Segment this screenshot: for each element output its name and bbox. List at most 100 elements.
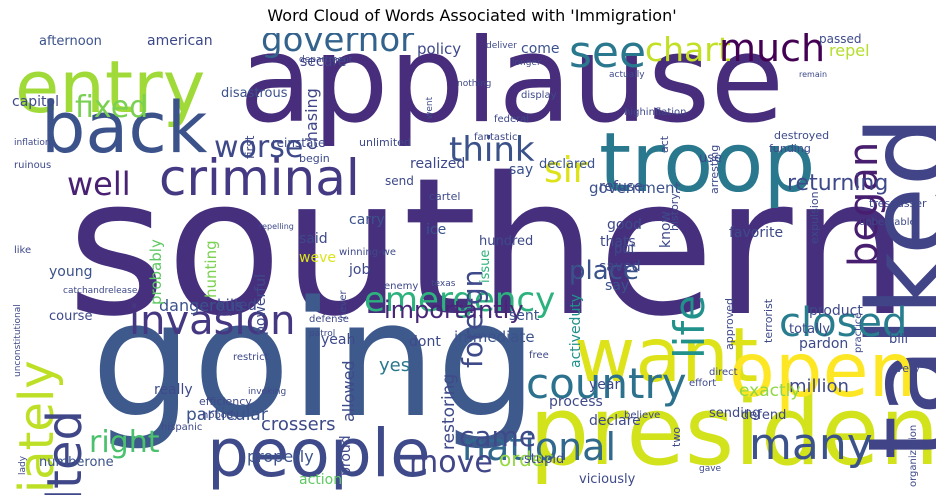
word: declare	[589, 413, 641, 429]
word: chart	[645, 33, 731, 69]
word: capitol	[12, 94, 59, 110]
word: refuse	[599, 179, 643, 195]
word: remain	[799, 70, 828, 79]
word: afternoon	[39, 34, 102, 49]
word: display	[521, 90, 557, 101]
word: allowed	[339, 360, 358, 422]
word: million	[789, 376, 849, 397]
word: action	[299, 472, 343, 488]
word: put	[614, 242, 636, 257]
word: process	[549, 394, 603, 410]
chart-title: Word Cloud of Words Associated with 'Imm…	[267, 6, 677, 25]
word: said	[299, 231, 328, 247]
word: closed	[779, 300, 908, 346]
word: unlimited	[359, 136, 411, 149]
word: applause	[239, 33, 785, 150]
word: particular	[186, 405, 268, 425]
word: immediate	[454, 328, 535, 346]
word: arresting	[708, 144, 721, 194]
word: lady	[18, 455, 28, 475]
word: realized	[410, 156, 466, 172]
word: act	[658, 135, 671, 153]
word: fixed	[75, 90, 149, 125]
word: probably	[147, 239, 165, 305]
word: ruinous	[14, 160, 52, 171]
word: approved	[723, 298, 736, 350]
word: proud	[338, 435, 354, 476]
word: american	[147, 33, 213, 49]
word: policy	[417, 40, 462, 58]
word: properly	[247, 447, 314, 466]
word: unbeatable	[859, 217, 916, 228]
word: unconstitutional	[13, 304, 23, 377]
word: winning-we	[339, 247, 397, 258]
word: sending	[709, 406, 761, 421]
word: like	[14, 245, 32, 256]
word: think	[449, 130, 535, 170]
word: federal	[494, 114, 530, 125]
word: restrict	[233, 352, 269, 363]
word: worse	[214, 130, 304, 165]
word: two	[670, 426, 683, 447]
word: invasion	[129, 298, 296, 344]
word: funding	[769, 142, 811, 155]
word: right	[89, 425, 160, 460]
word: highinflation	[624, 107, 687, 118]
word: see	[569, 33, 647, 78]
word: move	[409, 445, 493, 480]
word: emergency	[364, 280, 556, 320]
word: dangerous	[159, 296, 244, 315]
word: direct	[709, 367, 738, 378]
word: came	[459, 420, 537, 453]
word: returning	[787, 171, 889, 196]
word: thats	[600, 234, 636, 250]
word: destroyed	[774, 129, 830, 142]
word: year	[589, 377, 621, 393]
word: dont	[409, 334, 441, 350]
word: repelling	[259, 222, 294, 231]
word: product	[809, 303, 863, 319]
word: secure	[300, 54, 347, 70]
word: order	[499, 447, 553, 471]
word: job	[349, 262, 371, 278]
word: country	[526, 359, 687, 408]
word: say	[509, 162, 534, 178]
word: troop	[599, 116, 816, 211]
word: free	[529, 350, 549, 361]
word: history	[668, 193, 681, 231]
word: going	[91, 266, 538, 453]
word: hispanic	[161, 422, 203, 433]
word: catchandrelease	[63, 286, 138, 296]
word: passed	[819, 33, 862, 46]
word: say	[605, 278, 630, 294]
word: terrorist	[762, 298, 775, 343]
word: killed	[217, 296, 257, 314]
word: entry	[15, 45, 206, 129]
word: expulsion	[808, 191, 821, 244]
word: criminal	[159, 149, 360, 207]
word: weve	[299, 250, 336, 266]
word: defense	[309, 314, 349, 325]
word: bill	[889, 332, 909, 347]
word: deliver	[486, 41, 517, 51]
word: issue	[478, 249, 493, 283]
word: favorite	[729, 225, 784, 241]
word: yes	[379, 355, 411, 376]
word: come	[521, 41, 560, 57]
word: stupid	[524, 452, 565, 467]
word: texas	[431, 279, 456, 289]
word: course	[49, 309, 93, 324]
word: inflation	[14, 138, 51, 148]
word: trespasser	[869, 197, 927, 210]
word: activeduty	[568, 293, 584, 368]
word: defend	[741, 408, 787, 423]
word: invoking	[248, 387, 287, 397]
word: department	[299, 55, 353, 65]
word: place	[569, 256, 639, 286]
word: ice	[426, 222, 447, 238]
word: totally	[789, 322, 831, 337]
word: many	[749, 419, 873, 470]
word: went	[425, 96, 435, 119]
word: really	[154, 382, 193, 398]
word: saved	[599, 259, 641, 275]
